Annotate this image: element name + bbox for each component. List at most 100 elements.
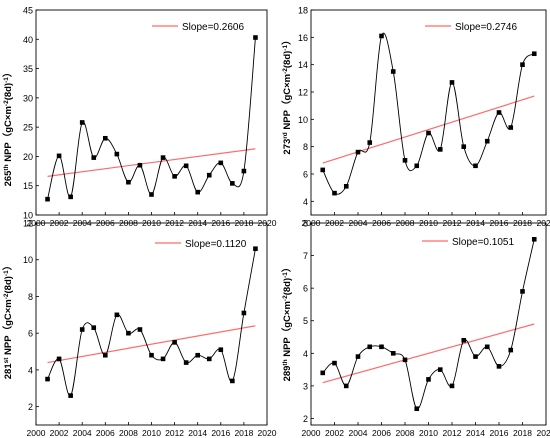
y-axis-label: 265th NPP（gC×m-2(8d)-1） [2,68,14,187]
data-point [56,356,62,362]
data-point [414,163,420,169]
x-tick-label: 2010 [142,428,161,438]
data-point [172,340,177,345]
data-point [253,35,258,40]
ylabel-main: NPP（gC×m [2,299,14,357]
ylabel-pre: 289 [282,366,293,382]
trend-line [322,95,535,164]
trend-line [47,325,256,364]
data-point [45,196,50,202]
series-line [47,37,256,200]
ylabel-sup: rd [282,132,289,139]
data-point [103,352,108,358]
data-point [149,192,154,197]
data-point [126,179,131,185]
ylabel-e1: -2 [3,100,10,106]
data-point [230,181,235,186]
data-point [68,194,73,200]
ylabel-e1: -2 [3,293,10,299]
data-point [195,352,200,358]
y-tick-label: 12 [23,219,33,229]
y-tick-label: 18 [298,6,308,16]
data-point [68,393,73,398]
ylabel-mid: (8d) [3,83,14,100]
x-tick-label: 2010 [419,428,438,438]
x-tick-label: 2012 [165,428,184,438]
x-tick-label: 2014 [466,428,485,438]
data-point [390,69,396,74]
data-point [332,190,337,196]
data-point [172,174,177,179]
data-point [206,356,212,362]
x-tick-label: 2020 [258,428,277,438]
ylabel-post: ） [2,68,14,78]
y-tick-label: 35 [23,64,33,74]
ylabel-pre: 265 [3,170,14,187]
data-point [218,347,224,353]
data-point [473,354,478,359]
y-tick-label: 2 [28,402,33,412]
y-tick-label: 7 [303,251,308,261]
ylabel-post: ） [2,261,14,271]
data-point [160,356,166,362]
y-tick-label: 14 [298,60,308,70]
y-tick-label: 45 [23,6,33,16]
data-point [206,172,212,178]
series-line [322,32,535,195]
x-tick-label: 2016 [211,428,230,438]
plot-frame [310,222,547,426]
data-point [484,344,490,350]
data-point [137,162,143,168]
ylabel-post: ） [281,263,293,273]
x-tick-label: 2008 [396,428,415,438]
y-tick-label: 10 [23,255,33,265]
y-tick-label: 6 [28,329,33,339]
ylabel-pre: 281 [3,363,14,380]
y-tick-label: 8 [303,219,308,229]
ylabel-mid: (8d) [282,278,293,295]
svg-text:281st NPP（gC×m-2(8d)-1）: 281st NPP（gC×m-2(8d)-1） [2,261,14,379]
x-tick-label: 2006 [96,428,115,438]
data-point [402,158,408,163]
ylabel-sup: th [282,359,289,365]
data-point [253,246,258,252]
panel-289th: 289th NPP（gC×m-2(8d)-1） Slope=0.1051 200… [281,219,550,438]
ylabel-e1: -2 [282,295,289,301]
y-tick-label: 16 [298,33,308,43]
y-tick-label: 30 [23,93,33,103]
data-point [332,360,337,366]
data-point [320,167,326,173]
data-point [473,163,478,169]
y-tick-label: 12 [298,88,308,98]
data-point [183,163,189,169]
y-tick-label: 4 [303,349,308,359]
data-point [45,376,50,382]
data-point [496,110,502,115]
ylabel-pre: 273 [282,139,293,155]
data-point [379,344,384,350]
ylabel-e2: -1 [3,270,10,276]
x-tick-label: 2004 [73,428,92,438]
data-point [367,344,373,350]
ylabel-mid: (8d) [282,51,293,68]
data-point [390,351,396,356]
data-point [379,33,384,39]
data-point [426,377,431,382]
data-point [79,327,85,332]
data-point [531,51,537,57]
x-tick-label: 2000 [302,428,321,438]
data-point [114,312,120,318]
y-tick-label: 25 [23,123,33,133]
y-tick-label: 6 [303,170,308,180]
x-tick-label: 2018 [513,428,532,438]
legend-label: Slope=0.1051 [452,237,514,248]
y-tick-label: 4 [303,197,308,207]
data-point [414,406,420,412]
ylabel-sup: th [3,164,10,170]
data-point [241,168,247,174]
x-tick-label: 2012 [443,428,462,438]
x-tick-label: 2018 [234,428,253,438]
data-point [449,383,455,389]
y-axis-label: 273rd NPP（gC×m-2(8d)-1） [281,35,293,154]
data-point [230,378,235,384]
